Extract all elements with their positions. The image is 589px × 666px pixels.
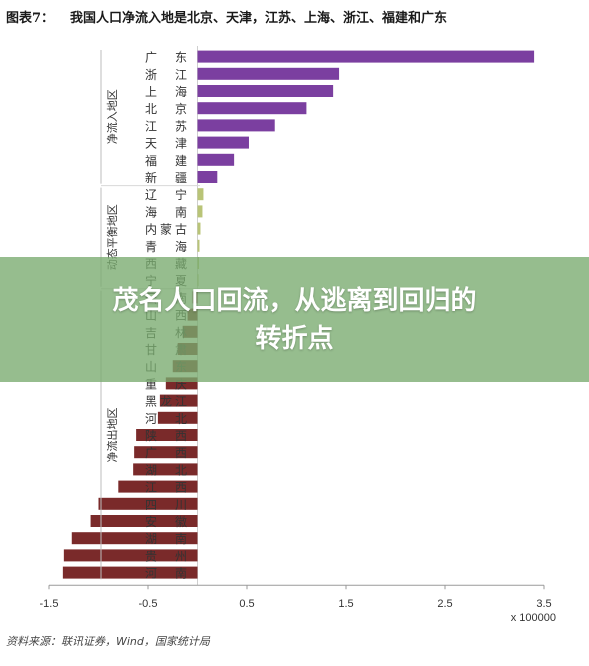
x-tick-label: -1.5 (40, 598, 59, 610)
bar-25 (133, 463, 198, 476)
figure-label: 图表7： (6, 10, 54, 26)
category-label: 北京 (145, 102, 187, 116)
category-label: 黑龙江 (145, 395, 187, 409)
headline-line-2: 转折点 (255, 323, 334, 354)
headline-line-1: 茂名人口回流，从逃离到回归的 (112, 285, 477, 316)
bar-1 (197, 50, 535, 63)
x-axis-multiplier: x 100000 (511, 612, 556, 624)
category-label: 青海 (145, 239, 187, 254)
bar-10 (197, 205, 203, 218)
bar-2 (197, 67, 340, 80)
bar-9 (197, 188, 204, 201)
x-tick-label: 0.5 (239, 598, 254, 610)
category-label: 福建 (145, 153, 187, 168)
group-label: 净流入地区 (105, 89, 119, 144)
x-tick-label: -0.5 (139, 598, 158, 610)
bar-26 (118, 480, 198, 493)
bar-31 (62, 566, 198, 579)
category-label: 天津 (145, 137, 187, 151)
bar-12 (197, 239, 200, 252)
bar-3 (197, 85, 334, 97)
bar-21 (159, 394, 198, 407)
bar-11 (197, 222, 201, 235)
bar-28 (90, 515, 198, 527)
category-label: 江苏 (145, 119, 187, 133)
category-label: 广东 (145, 51, 187, 65)
x-tick-label: 1.5 (338, 598, 353, 610)
headline-banner: 茂名人口回流，从逃离到回归的 转折点 (0, 257, 589, 382)
category-label: 浙江 (145, 68, 187, 82)
bar-23 (136, 429, 198, 441)
bar-30 (63, 549, 198, 562)
bar-4 (197, 102, 307, 115)
bar-5 (197, 119, 275, 132)
chart-title: 我国人口净流入地是北京、天津，江苏、上海、浙江、福建和广东 (70, 10, 447, 26)
group-label: 动态平衡地区 (106, 204, 119, 270)
source-note: 资料来源：联讯证券，Wind，国家统计局 (6, 635, 211, 648)
x-tick-label: 3.5 (536, 598, 551, 610)
bar-6 (197, 136, 249, 149)
category-label: 辽宁 (145, 187, 187, 202)
bar-27 (98, 497, 198, 510)
category-label: 内蒙古 (145, 222, 187, 237)
category-label: 上海 (145, 84, 187, 99)
group-label: 净流出地区 (105, 408, 119, 463)
x-tick-label: 2.5 (437, 598, 452, 610)
bar-29 (71, 532, 198, 545)
category-label: 海南 (145, 204, 187, 219)
bar-24 (134, 446, 198, 459)
category-label: 新疆 (145, 170, 187, 185)
bar-8 (197, 171, 218, 183)
bar-7 (197, 153, 235, 166)
bar-22 (157, 411, 198, 424)
